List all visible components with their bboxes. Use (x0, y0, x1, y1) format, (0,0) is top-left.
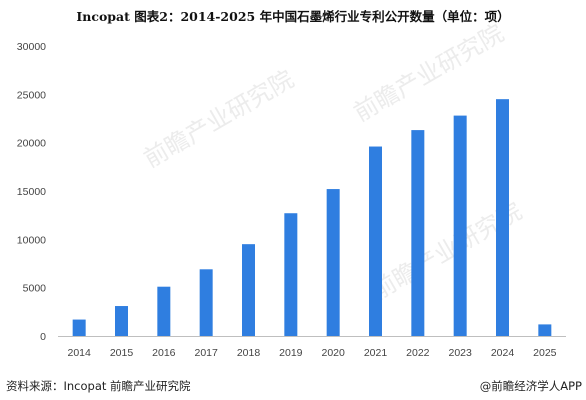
bar-2025 (538, 324, 552, 336)
x-tick-label: 2021 (364, 347, 388, 359)
y-tick-label: 30000 (17, 41, 46, 53)
watermark-text-1: 前瞻产业研究院 (349, 19, 508, 127)
y-tick-label: 15000 (17, 186, 46, 198)
x-tick-label: 2020 (321, 347, 345, 359)
bar-2021 (369, 146, 382, 336)
x-tick-label: 2022 (406, 347, 430, 359)
y-axis: 0 5000 10000 15000 20000 25000 30000 (17, 41, 46, 343)
x-tick-label: 2017 (194, 347, 218, 359)
bar-2018 (242, 244, 255, 336)
bars (72, 99, 552, 337)
chart-title: Incopat 图表2：2014-2025 年中国石墨烯行业专利公开数量（单位：… (76, 9, 510, 24)
x-tick-label: 2014 (67, 347, 91, 359)
y-tick-label: 5000 (23, 283, 47, 295)
bar-2016 (157, 286, 171, 336)
y-tick-label: 20000 (17, 138, 46, 150)
bar-2020 (326, 189, 340, 336)
x-tick-label: 2025 (533, 347, 557, 359)
x-tick-label: 2018 (237, 347, 261, 359)
y-tick-label: 10000 (17, 234, 46, 246)
bar-2024 (496, 99, 509, 337)
bar-2019 (284, 213, 298, 336)
credit-note: @前瞻经济学人APP (479, 379, 582, 393)
x-tick-label: 2016 (152, 347, 176, 359)
bar-2017 (199, 269, 213, 336)
bar-2023 (453, 115, 467, 336)
x-axis: 2014 2015 2016 2017 2018 2019 2020 2021 2022 2023… (67, 347, 556, 359)
source-note: 资料来源：Incopat 前瞻产业研究院 (6, 379, 191, 393)
x-tick-label: 2023 (448, 347, 472, 359)
bar-2015 (115, 306, 128, 336)
x-tick-label: 2019 (279, 347, 303, 359)
bar-2014 (72, 319, 86, 336)
x-tick-label: 2024 (491, 347, 515, 359)
y-tick-label: 25000 (17, 89, 46, 101)
x-tick-label: 2015 (110, 347, 134, 359)
watermark-text-0: 前瞻产业研究院 (139, 65, 298, 173)
bar-2022 (411, 130, 425, 336)
y-tick-label: 0 (40, 331, 46, 343)
